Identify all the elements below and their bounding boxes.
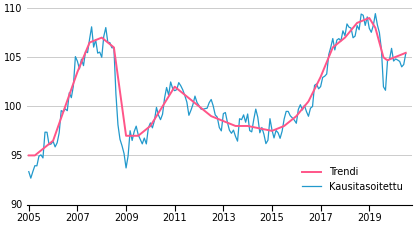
Legend: Trendi, Kausitasoitettu: Trendi, Kausitasoitettu <box>298 163 407 196</box>
